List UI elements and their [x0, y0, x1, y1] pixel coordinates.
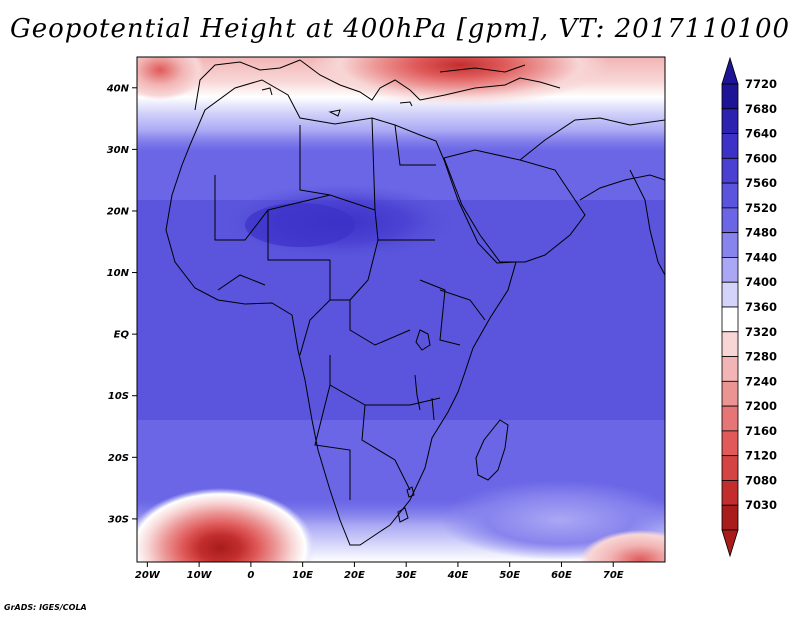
colorbar-swatch: [721, 182, 739, 209]
lon-tick-label: 10W: [187, 570, 213, 581]
colorbar-swatch: [721, 232, 739, 258]
map-title: Geopotential Height at 400hPa [gpm], VT:…: [9, 14, 791, 44]
colorbar-label: 7240: [745, 374, 777, 388]
colorbar-label: 7680: [745, 102, 777, 116]
lat-tick-label: 10N: [107, 268, 130, 279]
lat-tick-label: 20N: [107, 206, 130, 217]
colorbar-swatch: [721, 380, 739, 407]
lat-tick-label: 10S: [108, 391, 129, 402]
height-shading: [137, 57, 665, 562]
colorbar-label: 7160: [745, 424, 777, 438]
lon-tick-label: 70E: [603, 570, 624, 581]
colorbar-label: 7600: [745, 151, 777, 165]
colorbar-label: 7640: [745, 127, 777, 141]
colorbar-swatch: [721, 133, 739, 159]
colorbar-swatch: [721, 257, 739, 283]
colorbar-label: 7400: [745, 275, 777, 289]
colorbar-swatch: [721, 108, 739, 134]
lat-tick-label: 30N: [107, 145, 130, 156]
lon-tick-label: 20W: [135, 570, 161, 581]
colorbar-label: 7200: [745, 399, 777, 413]
colorbar-label: 7520: [745, 201, 777, 215]
colorbar-swatch: [721, 455, 739, 481]
lon-tick-label: 40E: [447, 570, 469, 581]
colorbar-swatch: [721, 356, 739, 382]
colorbar-label: 7720: [745, 77, 777, 91]
colorbar: 7720 7680 7640 7600 7560 7520 7480 7440 7400 7360…: [721, 56, 777, 558]
lat-tick-label: 30S: [108, 514, 129, 525]
lat-tick-label: 20S: [108, 453, 129, 464]
axis-ticks: 40N 30N 20N 10N EQ 10S 20S 30S 20W 10W 0 10E 20E 30E 4…: [106, 83, 624, 581]
colorbar-label: 7560: [745, 176, 777, 190]
colorbar-swatch: [721, 405, 739, 432]
colorbar-label: 7480: [745, 226, 777, 240]
lon-tick-label: 60E: [551, 570, 572, 581]
lat-tick-label: 40N: [106, 83, 130, 94]
colorbar-swatch: [721, 504, 739, 531]
colorbar-over-arrow: [721, 56, 739, 85]
colorbar-swatch: [721, 480, 739, 506]
colorbar-label: 7320: [745, 325, 777, 339]
colorbar-swatch: [721, 306, 739, 333]
colorbar-label: 7120: [745, 449, 777, 463]
colorbar-label: 7440: [745, 250, 777, 264]
colorbar-swatch: [721, 281, 739, 308]
lon-tick-label: 30E: [396, 570, 417, 581]
lon-tick-label: 20E: [344, 570, 365, 581]
coastline-borders: [165, 59, 665, 546]
colorbar-swatch: [721, 83, 739, 110]
colorbar-label: 7030: [745, 498, 777, 512]
colorbar-swatch: [721, 430, 739, 457]
credit-text: GrADS: IGES/COLA: [4, 603, 87, 612]
lon-tick-label: 50E: [499, 570, 520, 581]
colorbar-swatch: [721, 331, 739, 357]
lon-tick-label: 0: [247, 570, 254, 581]
lon-tick-label: 10E: [292, 570, 313, 581]
colorbar-swatch: [721, 157, 739, 184]
colorbar-label: 7280: [745, 350, 777, 364]
colorbar-under-arrow: [721, 529, 739, 558]
plot-frame: [136, 56, 666, 563]
colorbar-swatch: [721, 207, 739, 234]
lat-tick-label: EQ: [114, 330, 130, 341]
colorbar-label: 7080: [745, 473, 777, 487]
colorbar-label: 7360: [745, 300, 777, 314]
